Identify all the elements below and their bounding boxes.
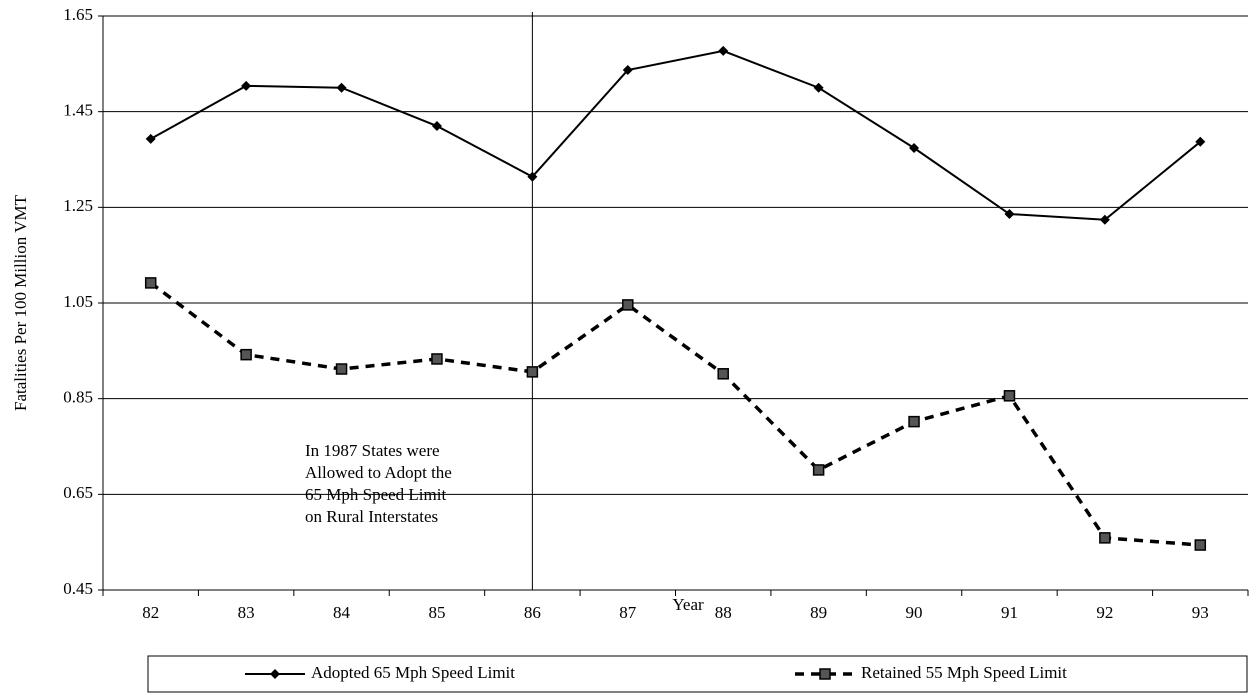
y-tick-label: 0.45 — [63, 579, 93, 598]
point — [1195, 136, 1206, 147]
point — [622, 65, 633, 76]
legend-marker — [819, 668, 831, 680]
point — [1004, 209, 1015, 220]
x-tick-label: 89 — [810, 603, 827, 622]
point — [241, 80, 252, 91]
x-axis-label: Year — [672, 595, 704, 614]
series-line — [150, 49, 1201, 221]
y-tick-label: 1.25 — [63, 196, 93, 215]
point — [145, 133, 156, 144]
point — [1099, 532, 1111, 544]
x-tick-label: 82 — [142, 603, 159, 622]
legend-marker — [270, 669, 280, 679]
x-tick-label: 91 — [1001, 603, 1018, 622]
x-tick-label: 87 — [619, 603, 637, 622]
point — [336, 82, 347, 93]
point — [1003, 390, 1016, 402]
y-tick-label: 1.45 — [63, 101, 93, 120]
y-tick-label: 1.05 — [63, 292, 93, 311]
y-tick-label: 1.65 — [63, 5, 93, 24]
x-tick-label: 92 — [1096, 603, 1113, 622]
point — [1099, 214, 1110, 225]
point — [812, 464, 825, 476]
x-tick-label: 85 — [428, 603, 445, 622]
point — [908, 415, 920, 428]
legend-label: Adopted 65 Mph Speed Limit — [311, 663, 515, 682]
point — [909, 143, 920, 154]
point — [240, 348, 252, 361]
point — [526, 366, 539, 378]
x-tick-label: 84 — [333, 603, 351, 622]
point — [1194, 539, 1207, 551]
point — [718, 45, 729, 56]
x-tick-label: 90 — [906, 603, 923, 622]
x-tick-label: 86 — [524, 603, 541, 622]
point — [335, 363, 348, 375]
legend-label: Retained 55 Mph Speed Limit — [861, 663, 1067, 682]
annotation: Allowed to Adopt the — [305, 463, 452, 482]
y-tick-label: 0.65 — [63, 483, 93, 502]
point — [527, 171, 538, 182]
point — [431, 353, 443, 365]
annotation: In 1987 States were — [305, 441, 440, 460]
x-tick-label: 83 — [238, 603, 255, 622]
point — [622, 299, 634, 311]
y-axis-label: Fatalities Per 100 Million VMT — [11, 194, 30, 411]
annotation: on Rural Interstates — [305, 507, 438, 526]
x-tick-label: 88 — [715, 603, 732, 622]
legend-box — [147, 655, 1248, 693]
series-line — [149, 281, 1201, 547]
point — [813, 82, 824, 93]
y-tick-label: 0.85 — [63, 388, 93, 407]
x-tick-label: 93 — [1192, 603, 1209, 622]
annotation: 65 Mph Speed Limit — [305, 485, 446, 504]
point — [431, 121, 442, 132]
point — [717, 368, 729, 380]
point — [144, 277, 157, 289]
